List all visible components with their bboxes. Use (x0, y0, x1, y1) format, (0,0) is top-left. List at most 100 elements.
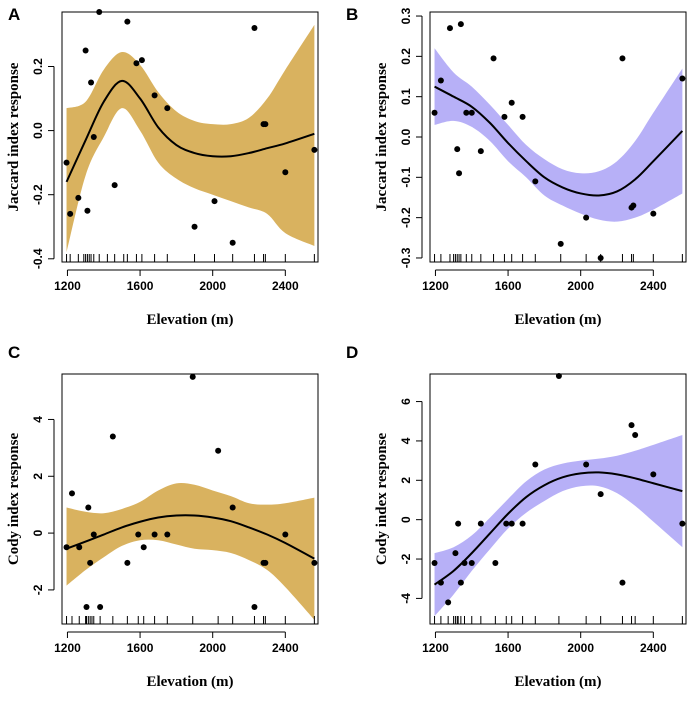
y-tick-label-b: -0.2 (399, 207, 413, 228)
data-point-c (151, 531, 158, 538)
data-point-a (282, 169, 289, 176)
data-point-a (67, 210, 74, 217)
data-point-b (650, 210, 657, 217)
panel-d: D 1200 1600 2000 2400 -4 -2 0 2 4 6 Elevation (m) Co… (346, 343, 687, 690)
data-point-b (437, 77, 444, 84)
confidence-band-b (434, 48, 683, 222)
x-tick-label-d: 2400 (640, 641, 667, 655)
data-point-b (630, 202, 637, 209)
data-point-b (619, 55, 626, 62)
y-axis-title-a: Jaccard index response (6, 62, 22, 211)
panel-c: C 1200 1600 2000 2400 -2 0 2 4 Elevation (m) Cody … (6, 343, 319, 690)
y-tick-label-b: -0.3 (399, 247, 413, 268)
plot-frame-c (61, 373, 319, 625)
data-point-b (679, 75, 686, 82)
data-point-d (632, 432, 639, 439)
data-point-d (679, 520, 686, 527)
data-point-d (508, 520, 515, 527)
data-point-c (76, 544, 83, 551)
data-point-a (90, 134, 97, 140)
x-tick-label-d: 1600 (495, 641, 522, 655)
plot-frame-a (61, 11, 319, 263)
data-point-a (96, 9, 103, 15)
y-axis-title-c: Cody index response (6, 433, 22, 566)
x-tick-label-a: 1200 (54, 279, 81, 293)
data-point-b (557, 240, 564, 247)
x-tick-label-d: 1200 (422, 641, 449, 655)
data-point-a (88, 79, 95, 86)
x-tick-label-d: 2000 (567, 641, 594, 655)
data-point-d (532, 461, 539, 468)
y-tick-label-b: 0.1 (399, 88, 413, 105)
data-point-b (468, 109, 475, 116)
data-point-d (503, 520, 510, 527)
y-tick-label-a: 0.2 (31, 58, 45, 75)
fit-line-d (433, 471, 683, 586)
data-point-a (111, 182, 118, 189)
x-tick-label-b: 2000 (567, 279, 594, 293)
x-tick-label-a: 2000 (199, 279, 226, 293)
data-point-d (492, 559, 499, 566)
data-point-c (282, 531, 289, 538)
data-point-b (501, 113, 508, 120)
x-tick-label-a: 1600 (127, 279, 154, 293)
data-point-b (477, 148, 484, 155)
data-point-c (109, 433, 116, 440)
y-tick-label-c: 2 (31, 473, 45, 480)
data-point-a (229, 239, 236, 246)
x-tick-label-c: 1600 (127, 641, 154, 655)
data-point-c (251, 603, 258, 610)
confidence-band-d (434, 435, 683, 617)
data-point-d (477, 520, 484, 527)
x-tick-label-c: 1200 (54, 641, 81, 655)
fit-line-a (65, 79, 315, 183)
y-tick-label-c: 4 (31, 416, 45, 423)
data-point-a (251, 25, 258, 32)
data-point-b (463, 109, 470, 116)
data-point-d (597, 491, 604, 498)
x-tick-label-b: 1200 (422, 279, 449, 293)
panel-label-b: B (346, 5, 358, 24)
y-tick-label-b: -0.1 (399, 167, 413, 188)
data-point-a (138, 57, 145, 64)
y-tick-label-b: 0.0 (399, 128, 413, 145)
data-point-a (82, 47, 89, 54)
data-point-a (211, 198, 218, 205)
confidence-band-c (66, 483, 315, 620)
panel-label-d: D (346, 343, 358, 362)
data-point-b (457, 21, 464, 28)
data-point-d (583, 461, 590, 468)
x-axis-title-a: Elevation (m) (146, 312, 233, 328)
data-point-b (454, 146, 461, 153)
y-tick-label-d: 4 (399, 437, 413, 444)
data-point-d (452, 550, 459, 557)
data-point-b (583, 214, 590, 221)
x-axis-title-d: Elevation (m) (514, 674, 601, 690)
confidence-band-a (66, 24, 315, 253)
data-point-c (311, 559, 318, 566)
data-point-d (431, 559, 438, 566)
data-point-d (619, 579, 626, 586)
data-point-d (468, 559, 475, 566)
x-axis-title-c: Elevation (m) (146, 674, 233, 690)
data-point-b (431, 109, 438, 116)
y-tick-label-d: 0 (399, 516, 413, 523)
fit-line-b (434, 85, 684, 197)
y-tick-label-a: -0.2 (31, 184, 45, 205)
data-point-b (519, 113, 526, 120)
data-point-d (445, 599, 452, 606)
x-tick-label-b: 1600 (495, 279, 522, 293)
data-point-d (437, 579, 444, 586)
x-tick-label-b: 2400 (640, 279, 667, 293)
data-point-a (63, 159, 70, 166)
data-point-c (124, 559, 131, 566)
y-axis-title-b: Jaccard index response (374, 62, 390, 211)
y-tick-label-d: 6 (399, 398, 413, 405)
x-tick-label-c: 2400 (272, 641, 299, 655)
panel-label-a: A (8, 5, 20, 24)
x-tick-label-c: 2000 (199, 641, 226, 655)
data-point-a (124, 18, 131, 25)
data-point-c (85, 504, 92, 511)
data-point-c (215, 447, 222, 454)
